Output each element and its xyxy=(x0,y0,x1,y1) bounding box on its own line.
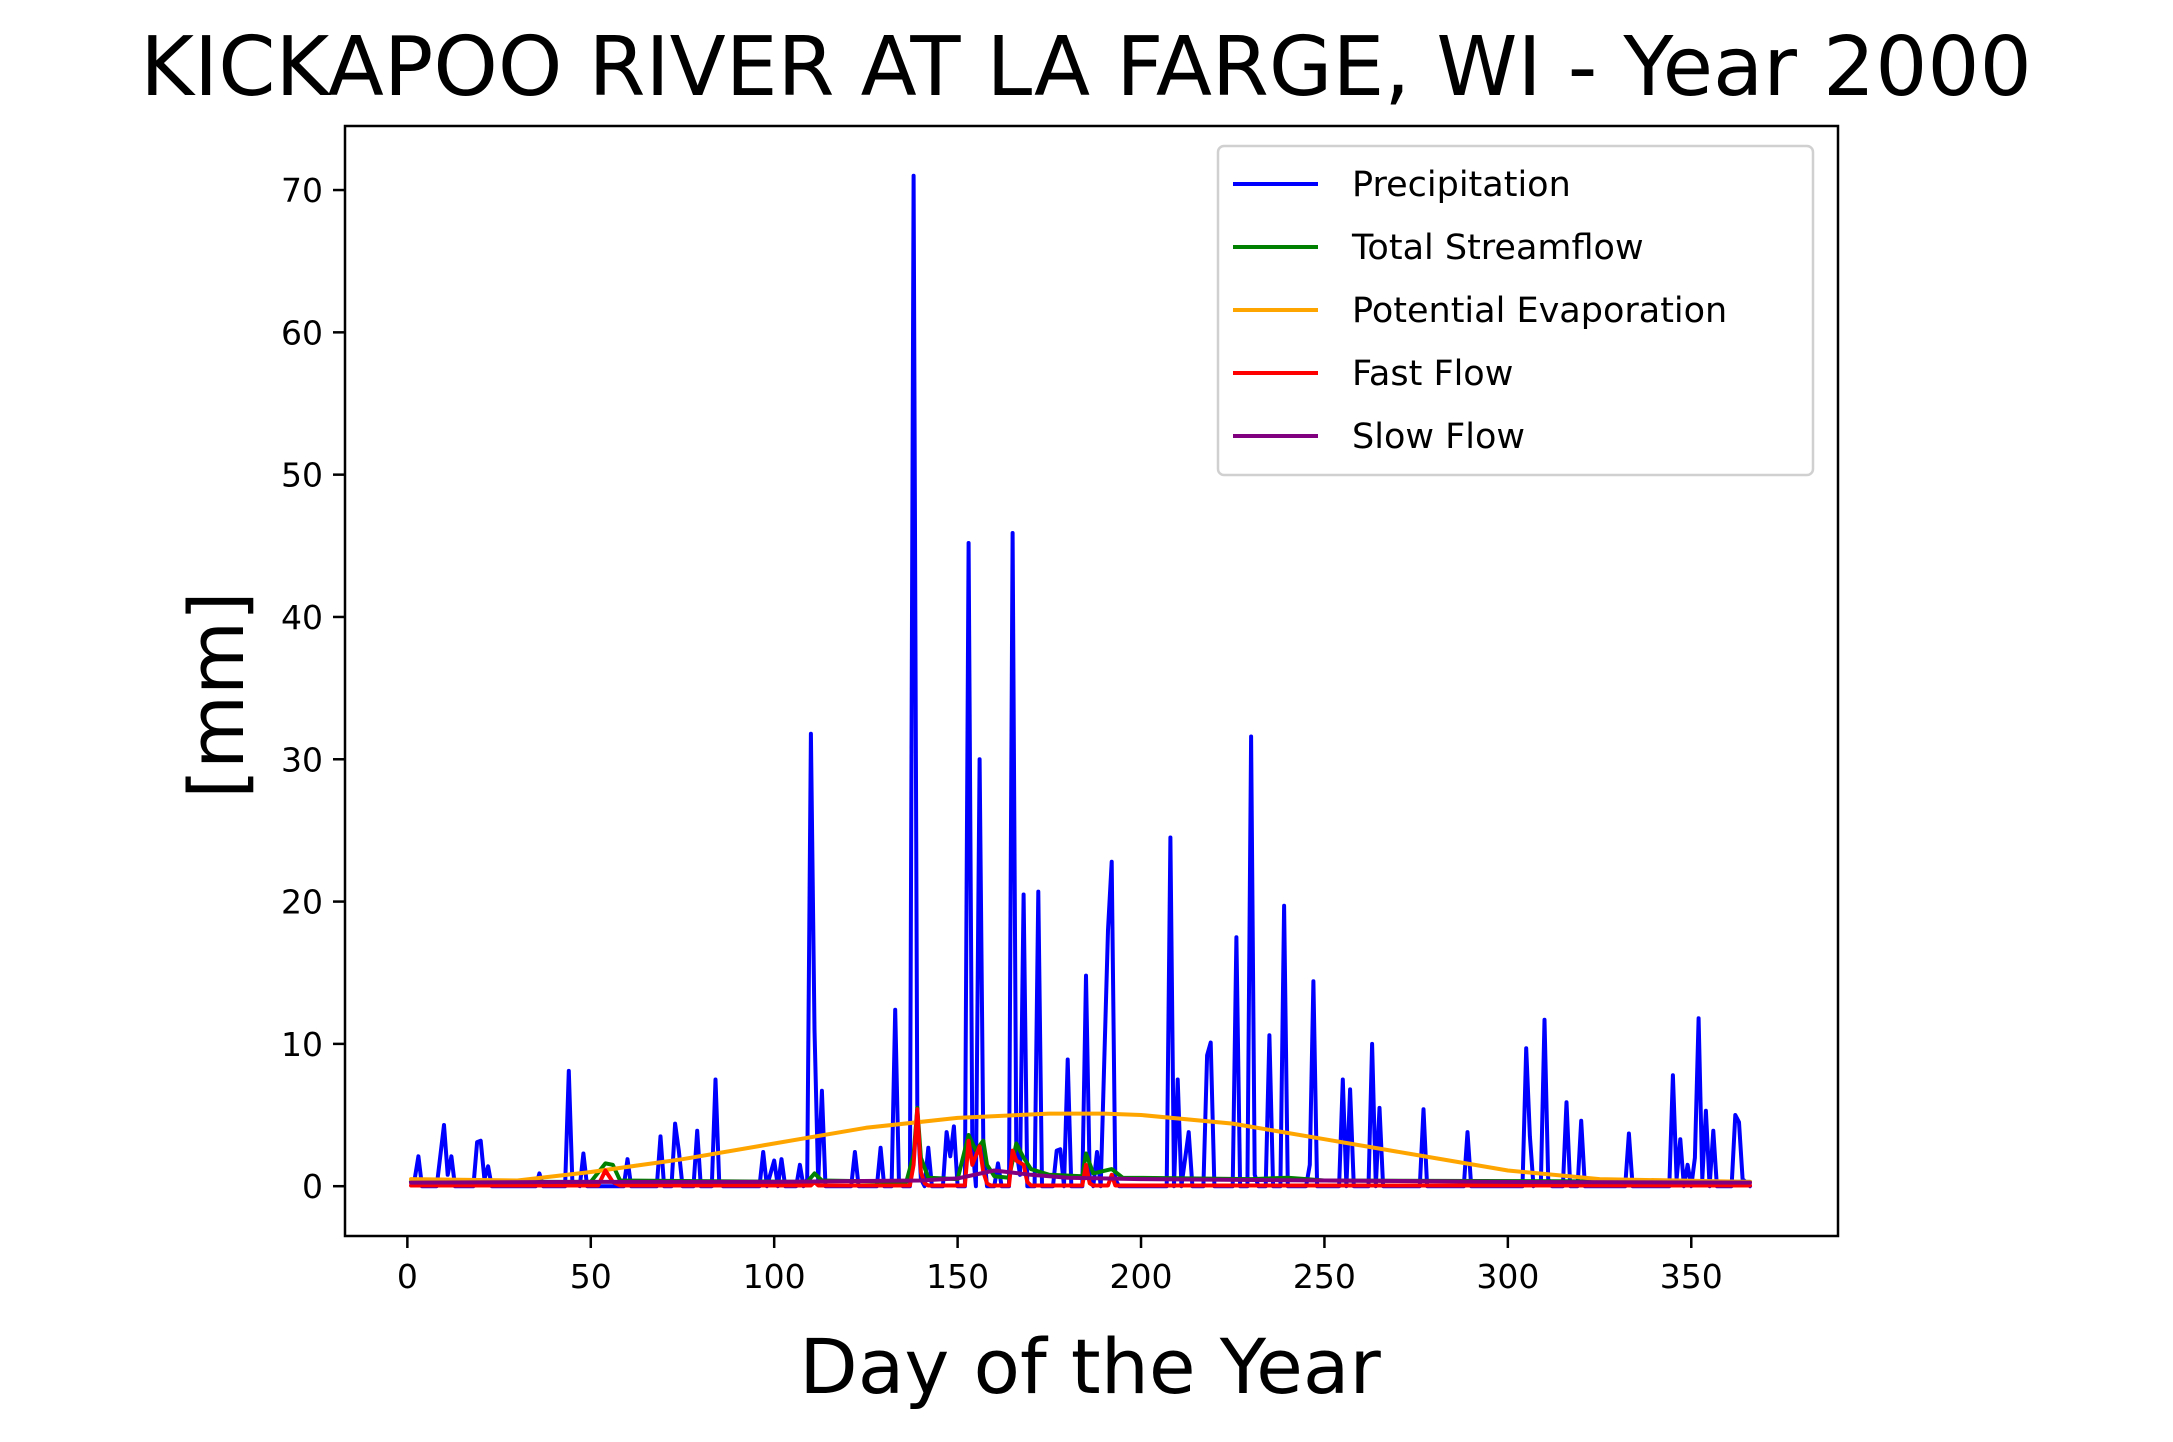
x-tick-label: 300 xyxy=(1476,1257,1539,1296)
y-tick-label: 0 xyxy=(302,1167,323,1206)
legend-label: Total Streamflow xyxy=(1351,228,1644,268)
y-axis-ticks: 0 10 20 30 40 50 60 70 xyxy=(281,171,345,1206)
legend-label: Slow Flow xyxy=(1352,417,1525,457)
series-line-4 xyxy=(409,1168,1752,1185)
x-tick-label: 50 xyxy=(570,1257,612,1296)
chart-title: KICKAPOO RIVER AT LA FARGE, WI - Year 20… xyxy=(140,20,2032,115)
x-tick-label: 250 xyxy=(1293,1257,1356,1296)
x-tick-label: 350 xyxy=(1660,1257,1723,1296)
plot-area-frame xyxy=(343,124,1840,1238)
series-line-0 xyxy=(409,173,1752,1189)
y-axis-title: [mm] xyxy=(172,591,261,798)
legend-label: Precipitation xyxy=(1352,165,1571,205)
series-line-1 xyxy=(409,1105,1752,1184)
x-tick-label: 100 xyxy=(743,1257,806,1296)
y-tick-label: 20 xyxy=(281,883,323,922)
legend-label: Fast Flow xyxy=(1352,354,1513,394)
y-tick-label: 30 xyxy=(281,740,323,779)
series-layer xyxy=(409,173,1752,1189)
y-tick-label: 40 xyxy=(281,598,323,637)
y-tick-label: 10 xyxy=(281,1025,323,1064)
series-line-2 xyxy=(409,1111,1752,1184)
x-axis-title: Day of the Year xyxy=(799,1322,1381,1411)
y-tick-label: 50 xyxy=(281,456,323,495)
legend: Precipitation Total Streamflow Potential E… xyxy=(1216,144,1815,477)
x-tick-label: 0 xyxy=(397,1257,418,1296)
x-axis-ticks: 0 50 100 150 200 250 300 350 xyxy=(397,1236,1723,1296)
y-tick-label: 70 xyxy=(281,171,323,210)
legend-label: Potential Evaporation xyxy=(1352,291,1727,331)
y-tick-label: 60 xyxy=(281,313,323,352)
x-tick-label: 200 xyxy=(1110,1257,1173,1296)
x-tick-label: 150 xyxy=(926,1257,989,1296)
legend-box xyxy=(1216,144,1815,477)
